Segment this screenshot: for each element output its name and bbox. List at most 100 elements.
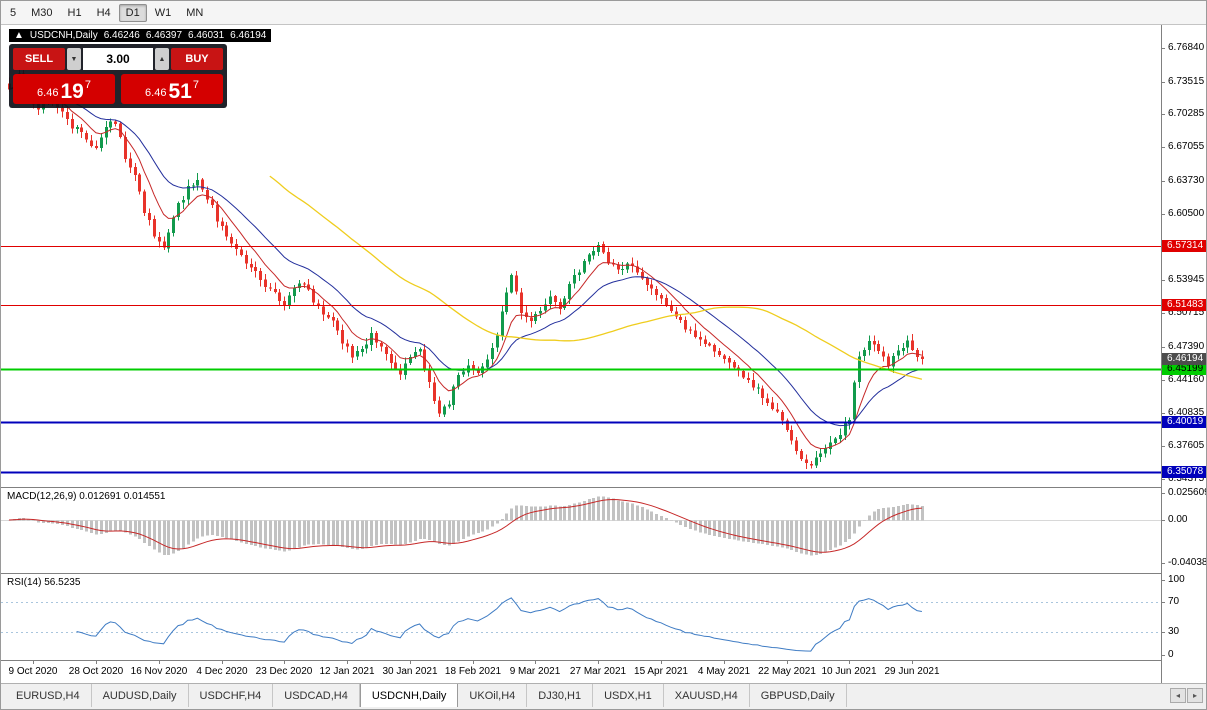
- tab-usdcad-h4[interactable]: USDCAD,H4: [273, 684, 360, 707]
- timeframe-button-h1[interactable]: H1: [61, 4, 89, 22]
- price-axis-label: 6.73515: [1162, 76, 1204, 88]
- macd-indicator-canvas[interactable]: [1, 488, 1161, 573]
- date-tick: [347, 661, 348, 664]
- price-level-tag: 6.35078: [1162, 466, 1206, 478]
- tab-scroll-right-icon[interactable]: ▸: [1187, 688, 1203, 703]
- timeframe-button-mn[interactable]: MN: [179, 4, 210, 22]
- rsi-indicator-canvas[interactable]: [1, 574, 1161, 660]
- timeframe-button-m30[interactable]: M30: [24, 4, 59, 22]
- price-axis-label: 6.76840: [1162, 42, 1204, 54]
- date-axis-label: 16 Nov 2020: [130, 666, 188, 677]
- macd-signal-line: [8, 498, 922, 553]
- ma-fast-line: [8, 83, 923, 450]
- date-tick: [912, 661, 913, 664]
- collapse-arrow-icon[interactable]: ▲: [14, 30, 24, 41]
- ask-price-pips: 51: [168, 80, 192, 103]
- rsi-label: RSI(14) 56.5235: [7, 577, 81, 588]
- date-axis-label: 18 Feb 2021: [444, 666, 502, 677]
- tab-ukoil-h4[interactable]: UKOil,H4: [458, 684, 528, 707]
- ask-price-point: 7: [192, 79, 199, 91]
- timeframe-button-h4[interactable]: H4: [90, 4, 118, 22]
- timeframe-toolbar: 5 M30 H1 H4 D1 W1 MN: [1, 1, 1206, 25]
- bid-price-point: 7: [84, 79, 91, 91]
- price-level-tag: 6.57314: [1162, 240, 1206, 252]
- chart-area: 9 Oct 2020 28 Oct 2020 16 Nov 2020 4 Dec 20…: [1, 25, 1206, 683]
- price-axis-label: 6.63730: [1162, 175, 1204, 187]
- tab-usdx-h1[interactable]: USDX,H1: [593, 684, 664, 707]
- date-tick: [222, 661, 223, 664]
- date-axis-label: 10 Jun 2021: [821, 666, 877, 677]
- date-axis-label: 30 Jan 2021: [382, 666, 438, 677]
- quote-symbol: USDCNH,Daily: [29, 30, 98, 41]
- tab-dj30-h1[interactable]: DJ30,H1: [527, 684, 594, 707]
- lot-size-input[interactable]: [83, 48, 153, 70]
- tab-usdchf-h4[interactable]: USDCHF,H4: [189, 684, 274, 707]
- price-axis-label: 6.34375: [1162, 473, 1204, 485]
- date-axis-label: 4 May 2021: [697, 666, 751, 677]
- tab-scroll-left-icon[interactable]: ◂: [1170, 688, 1186, 703]
- lot-decrease-icon[interactable]: ▼: [67, 48, 81, 70]
- bid-price-prefix: 6.46: [37, 87, 59, 99]
- macd-panel-separator[interactable]: [1, 487, 1206, 488]
- macd-label: MACD(12,26,9) 0.012691 0.014551: [7, 491, 166, 502]
- date-axis-label: 23 Dec 2020: [255, 666, 313, 677]
- date-tick: [159, 661, 160, 664]
- date-axis-label: 9 Mar 2021: [509, 666, 561, 677]
- lot-increase-icon[interactable]: ▲: [155, 48, 169, 70]
- date-axis-label: 29 Jun 2021: [884, 666, 940, 677]
- date-axis-label: 27 Mar 2021: [569, 666, 627, 677]
- quote-close: 6.46194: [230, 30, 267, 41]
- date-axis-separator: [1, 660, 1206, 661]
- price-level-tag: 6.40019: [1162, 416, 1206, 428]
- date-tick: [787, 661, 788, 664]
- candlestick-series: [8, 67, 924, 470]
- sell-button[interactable]: SELL: [13, 48, 65, 70]
- bid-price-pips: 19: [60, 80, 84, 103]
- rsi-axis-label: 70: [1162, 596, 1179, 608]
- price-axis-label: 6.70285: [1162, 108, 1204, 120]
- ma-mid-line: [8, 85, 923, 427]
- date-tick: [661, 661, 662, 664]
- price-axis-label: 6.40835: [1162, 407, 1204, 419]
- ask-price-display[interactable]: 6.46 51 7: [121, 74, 223, 104]
- tab-scroll-buttons: ◂ ▸: [1170, 684, 1206, 707]
- price-axis-label: 6.47390: [1162, 341, 1204, 353]
- date-axis-label: 28 Oct 2020: [68, 666, 124, 677]
- date-tick: [473, 661, 474, 664]
- chart-quote-strip: ▲ USDCNH,Daily 6.46246 6.46397 6.46031 6…: [9, 29, 272, 42]
- bid-price-display[interactable]: 6.46 19 7: [13, 74, 115, 104]
- timeframe-button-d1[interactable]: D1: [118, 3, 147, 22]
- tab-eurusd-h4[interactable]: EURUSD,H4: [5, 684, 92, 707]
- date-axis-label: 9 Oct 2020: [8, 666, 58, 677]
- date-tick: [33, 661, 34, 664]
- date-tick: [284, 661, 285, 664]
- rsi-panel-separator[interactable]: [1, 573, 1206, 574]
- price-axis: 6.76840 6.73515 6.70285 6.67055 6.63730 6.605…: [1162, 25, 1206, 683]
- tab-gbpusd-daily[interactable]: GBPUSD,Daily: [750, 684, 847, 707]
- date-axis-label: 15 Apr 2021: [634, 666, 688, 677]
- date-axis-label: 12 Jan 2021: [319, 666, 375, 677]
- timeframe-button-w1[interactable]: W1: [148, 4, 179, 22]
- date-tick: [724, 661, 725, 664]
- tab-xauusd-h4[interactable]: XAUUSD,H4: [664, 684, 750, 707]
- price-axis-border: [1161, 25, 1162, 683]
- one-click-trading-panel: SELL ▼ ▲ BUY 6.46 19 7 6.46 51 7: [9, 44, 227, 108]
- timeframe-button-5[interactable]: 5: [3, 4, 23, 22]
- date-axis-label: 4 Dec 2020: [196, 666, 248, 677]
- macd-axis-label: 0.025609: [1162, 487, 1206, 499]
- price-axis-label: 6.67055: [1162, 141, 1204, 153]
- tab-audusd-daily[interactable]: AUDUSD,Daily: [92, 684, 189, 707]
- quote-high: 6.46397: [145, 30, 183, 41]
- buy-button[interactable]: BUY: [171, 48, 223, 70]
- price-level-tag: 6.45199: [1162, 363, 1206, 375]
- price-level-tag: 6.51483: [1162, 299, 1206, 311]
- date-tick: [96, 661, 97, 664]
- ask-price-prefix: 6.46: [145, 87, 167, 99]
- main-chart-canvas[interactable]: [1, 25, 1161, 487]
- tab-usdcnh-daily[interactable]: USDCNH,Daily: [359, 684, 459, 707]
- date-tick: [535, 661, 536, 664]
- date-tick: [598, 661, 599, 664]
- price-axis-label: 6.37605: [1162, 440, 1204, 452]
- price-level-tag: 6.46194: [1162, 353, 1206, 365]
